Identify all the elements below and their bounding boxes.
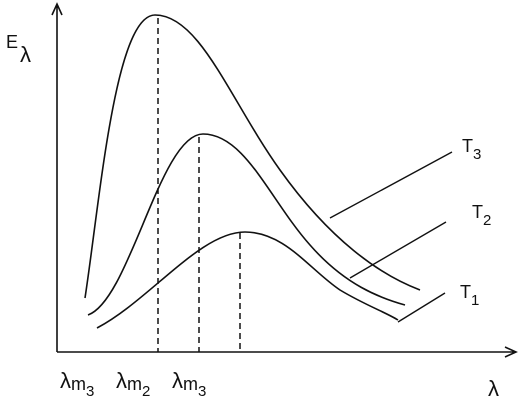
subscript: 2 <box>483 212 491 229</box>
subscript: 1 <box>471 292 479 309</box>
x-axis-label: λ <box>488 376 499 401</box>
curve-label: T1 <box>460 282 479 309</box>
subscript: 3 <box>473 146 481 163</box>
curve-label: T2 <box>472 202 491 229</box>
symbol: λ <box>172 368 183 393</box>
curve-label: T3 <box>462 136 481 163</box>
subscript: m <box>71 374 86 394</box>
subscript: λ <box>20 42 31 67</box>
peak-label: λm2 <box>116 368 150 400</box>
leader-line <box>329 151 453 219</box>
index: 3 <box>198 383 206 400</box>
peak-label: λm3 <box>172 368 206 400</box>
y-axis-label: Eλ <box>6 32 31 67</box>
curve-t2 <box>87 133 406 316</box>
symbol: λ <box>60 368 71 393</box>
symbol: T <box>462 136 473 156</box>
peak-label: λm3 <box>60 368 94 400</box>
index: 2 <box>142 383 150 400</box>
symbol: λ <box>116 368 127 393</box>
subscript: m <box>127 374 142 394</box>
index: 3 <box>86 383 94 400</box>
leader-line <box>349 221 447 279</box>
symbol: E <box>6 32 18 52</box>
curve-t1 <box>96 231 399 329</box>
curve-t3 <box>84 14 421 299</box>
symbol: T <box>460 282 471 302</box>
subscript: m <box>183 374 198 394</box>
leader-line <box>397 292 446 323</box>
y-axis <box>51 2 63 352</box>
symbol: T <box>472 202 483 222</box>
x-axis <box>57 346 518 358</box>
